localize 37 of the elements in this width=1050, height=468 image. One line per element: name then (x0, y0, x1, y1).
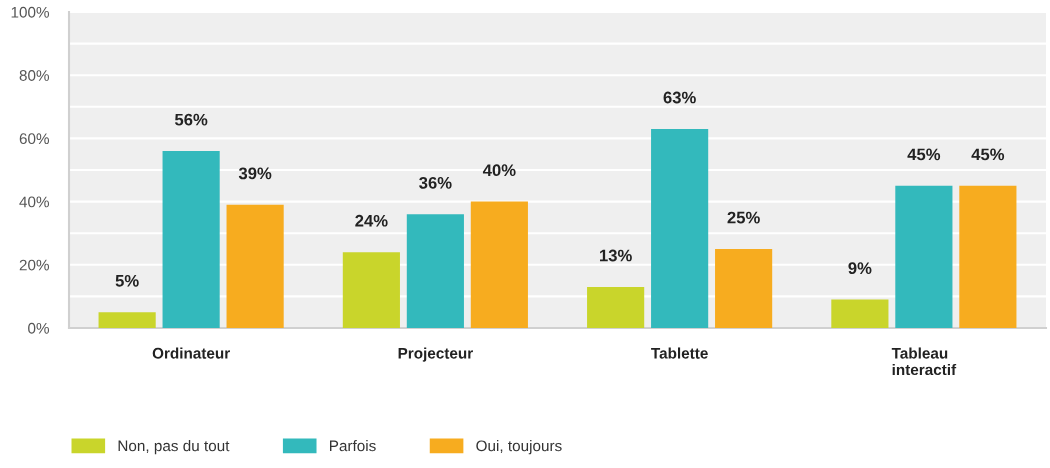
data-label: 56% (174, 113, 208, 126)
bar (162, 151, 220, 328)
y-tick-label: 80% (19, 70, 50, 81)
bar (895, 185, 953, 328)
data-label: 25% (727, 211, 760, 224)
bar (406, 214, 464, 328)
legend-label: Parfois (330, 440, 376, 452)
y-tick-label: 60% (19, 133, 50, 145)
data-label: 24% (355, 214, 388, 227)
data-label: 9% (848, 262, 872, 275)
data-label: 5% (115, 274, 139, 287)
x-tick-label: Projecteur (398, 347, 473, 362)
bar (831, 299, 889, 328)
bar (587, 286, 645, 328)
data-label: 45% (907, 148, 941, 161)
data-label: 36% (419, 176, 452, 189)
y-tick-label: 100% (11, 6, 50, 18)
bar (470, 201, 528, 328)
x-tick-label: Tablette (651, 347, 708, 359)
data-label: 40% (482, 164, 516, 177)
legend-label: Oui, toujours (476, 440, 562, 455)
y-tick-label: 40% (19, 196, 50, 208)
bar (715, 249, 773, 328)
legend-label: Non, pas du tout (118, 440, 230, 455)
bar (226, 204, 284, 328)
bar (98, 312, 156, 328)
bar (342, 252, 400, 328)
bar (959, 185, 1017, 328)
data-label: 13% (600, 249, 632, 262)
x-tick-label: Tableau interactif (891, 347, 957, 376)
x-tick-label: Ordinateur (152, 347, 230, 359)
data-label: 63% (663, 91, 696, 104)
bar (651, 128, 709, 328)
data-label: 45% (971, 148, 1005, 161)
y-tick-label: 20% (19, 259, 50, 271)
y-tick-label: 0% (28, 322, 50, 334)
data-label: 39% (238, 167, 272, 180)
